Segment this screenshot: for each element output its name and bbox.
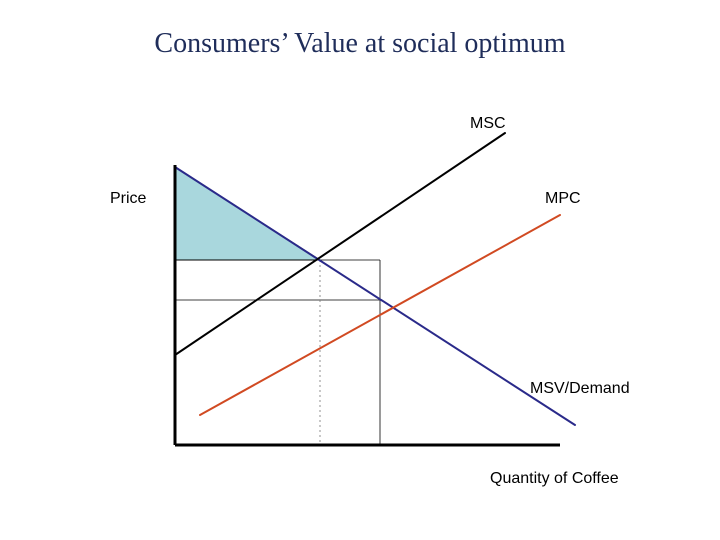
- x-axis-label: Quantity of Coffee: [490, 470, 619, 488]
- mpc-label: MPC: [545, 190, 581, 208]
- y-axis-label: Price: [110, 190, 146, 208]
- econ-chart: [0, 0, 720, 540]
- msv-label: MSV/Demand: [530, 380, 630, 398]
- msc-label: MSC: [470, 115, 506, 133]
